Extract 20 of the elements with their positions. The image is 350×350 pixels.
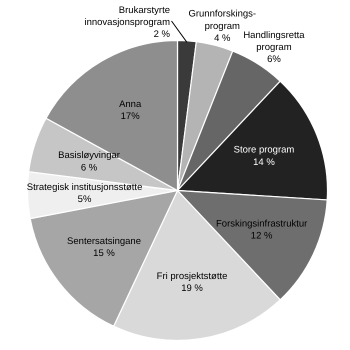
data-label: 4 %	[214, 32, 231, 44]
slice-label: Handlingsretta program	[243, 30, 306, 53]
data-label: 19 %	[181, 282, 204, 294]
data-label: 2 %	[154, 29, 171, 40]
data-label: 6 %	[80, 162, 98, 174]
slice-label: Basisløyvingar	[58, 150, 120, 162]
data-label: 12 %	[250, 230, 274, 242]
slice-label: Store program	[234, 144, 294, 156]
slice-label: Grunnforskings- program	[188, 8, 256, 32]
slice-label: Forskingsinfrastruktur	[216, 218, 308, 230]
slice-label: Strategisk institusjonsstøtte	[26, 182, 142, 193]
slice-label: Brukarstyrte innovasjonsprogram	[84, 4, 170, 28]
slice-label: Fri prosjektstøtte	[156, 270, 228, 282]
data-label: 6%	[267, 54, 282, 65]
slice-label: Sentersatsingane	[67, 236, 141, 247]
data-label: 17%	[120, 111, 140, 122]
data-label: 15 %	[93, 248, 116, 260]
slice-label: Anna	[119, 98, 142, 110]
data-label: 5%	[78, 194, 92, 205]
data-label: 14 %	[253, 156, 276, 168]
